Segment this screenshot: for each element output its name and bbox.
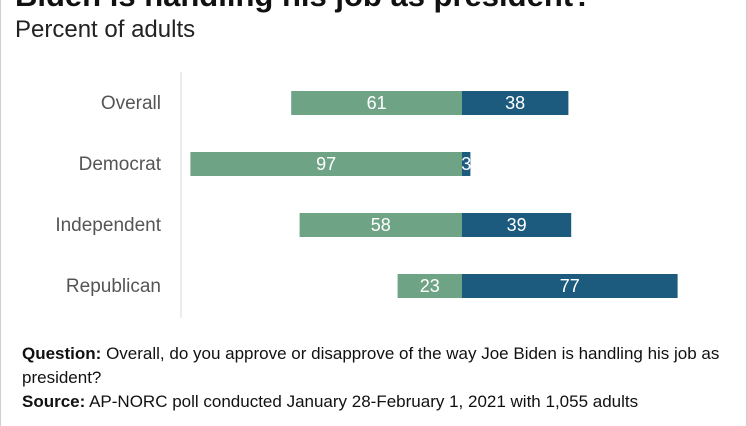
- category-label-republican: Republican: [66, 276, 161, 297]
- disapprove-value-overall: 38: [505, 93, 525, 113]
- question-label: Question:: [22, 344, 102, 363]
- approve-value-independent: 58: [371, 215, 391, 235]
- disapprove-bar-republican: [462, 274, 678, 298]
- source-text: AP-NORC poll conducted January 28-Februa…: [89, 392, 639, 411]
- disapprove-bar-independent: [462, 213, 572, 237]
- disapprove-value-republican: 77: [560, 276, 580, 296]
- source-label: Source:: [22, 392, 86, 411]
- disapprove-bar-overall: [462, 91, 569, 115]
- disapprove-bar-democrat: [462, 152, 471, 176]
- question-note: Question: Overall, do you approve or dis…: [22, 342, 732, 390]
- chart-title: Biden is handling his job as president?: [15, 0, 592, 11]
- question-text: Overall, do you approve or disapprove of…: [22, 344, 720, 387]
- approve-value-overall: 61: [367, 93, 387, 113]
- category-label-overall: Overall: [101, 93, 161, 114]
- approve-bar-democrat: [190, 152, 462, 176]
- approve-value-democrat: 97: [316, 154, 336, 174]
- approve-value-republican: 23: [420, 276, 440, 296]
- category-label-democrat: Democrat: [79, 154, 162, 175]
- chart-subtitle: Percent of adults: [15, 16, 196, 43]
- disapprove-value-democrat: 3: [461, 154, 471, 174]
- source-note: Source: AP-NORC poll conducted January 2…: [22, 390, 732, 414]
- approve-bar-republican: [397, 274, 462, 298]
- chart-notes: Question: Overall, do you approve or dis…: [22, 342, 732, 414]
- approve-bar-independent: [299, 213, 462, 237]
- disapprove-value-independent: 39: [507, 215, 527, 235]
- approve-bar-overall: [291, 91, 462, 115]
- category-label-independent: Independent: [55, 215, 161, 236]
- diverging-bar-chart: Overall 61 38 Democrat 97 3 Independent 58 39 Rep…: [55, 72, 678, 318]
